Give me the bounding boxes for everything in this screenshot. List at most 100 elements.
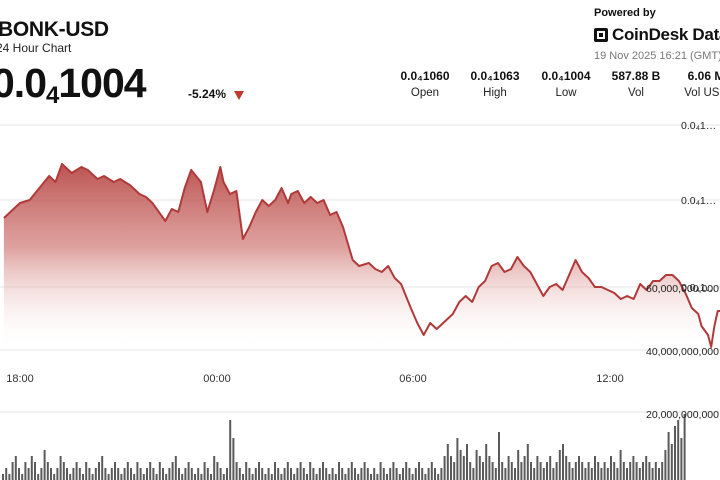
volume-bar [597, 462, 600, 480]
price-area [3, 164, 720, 350]
volume-bar [344, 474, 347, 480]
powered-by-label: Powered by [594, 7, 656, 19]
price-axis-label: 0.0₄1… [681, 120, 716, 132]
volume-bar [283, 468, 286, 480]
price-line [3, 163, 720, 348]
stat-label: Open [410, 87, 440, 99]
volume-bar [610, 456, 612, 480]
volume-bar [133, 474, 136, 480]
volume-bar [37, 474, 40, 480]
volume-bar [453, 462, 456, 480]
volume-bar [254, 468, 257, 480]
volume-bar [280, 474, 283, 480]
price-axis-label: 0.0₄1… [681, 195, 716, 207]
volume-bar [206, 468, 209, 480]
stat-low: 0.0₄1004 Low [531, 69, 601, 99]
volume-bar [402, 468, 404, 480]
volume-bar [94, 468, 97, 480]
volume-bar [162, 468, 164, 480]
volume-bar [24, 462, 27, 480]
volume-bar [197, 468, 200, 480]
volume-bar [629, 462, 632, 480]
stat-high: 0.0₄1063 High [460, 69, 530, 99]
volume-bar [558, 450, 561, 480]
volume-bar [494, 468, 497, 480]
volume-bar [110, 468, 113, 480]
volume-bar [139, 468, 142, 480]
volume-bar [331, 468, 334, 480]
volume-bar [315, 474, 318, 480]
volume-bar [69, 474, 72, 480]
volume-bar [418, 462, 420, 480]
volume-bar [578, 456, 580, 480]
volume-bar [389, 468, 392, 480]
volume-bar [306, 474, 308, 480]
volume-bar [168, 468, 171, 480]
volume-bar [267, 468, 270, 480]
volume-bar [430, 462, 433, 480]
volume-bar [85, 462, 88, 480]
volume-bar [440, 468, 443, 480]
volume-bar [376, 474, 379, 480]
volume-bar [203, 462, 206, 480]
volume-bar [219, 468, 222, 480]
volume-bar [274, 462, 276, 480]
volume-bar [632, 456, 635, 480]
volume-bar [213, 456, 216, 480]
volume-bar [443, 456, 446, 480]
volume-bar [117, 468, 120, 480]
volume-bar [226, 468, 228, 480]
volume-bar [325, 468, 328, 480]
volume-bar [309, 462, 312, 480]
volume-bar [571, 468, 574, 480]
volume-bar [459, 450, 462, 480]
volume-bar [427, 468, 430, 480]
volume-bar [40, 468, 43, 480]
volume-bar [178, 468, 180, 480]
volume-bar [245, 462, 248, 480]
volume-bar [27, 468, 30, 480]
volume-bar [30, 456, 33, 480]
volume-bar [555, 462, 558, 480]
volume-bar [149, 462, 152, 480]
volume-bar [312, 468, 315, 480]
volume-bar [238, 468, 241, 480]
volume-bar [658, 468, 660, 480]
x-tick-label: 06:00 [399, 373, 427, 385]
volume-bar [485, 444, 488, 480]
volume-bar [654, 462, 657, 480]
volume-bar [299, 462, 302, 480]
volume-bar [661, 462, 664, 480]
volume-bar [126, 462, 129, 480]
x-tick-label: 18:00 [6, 373, 34, 385]
stat-label: Low [555, 87, 577, 99]
volume-bar [638, 468, 641, 480]
volume-bar [664, 450, 667, 480]
volume-bar [46, 462, 49, 480]
volume-bar [379, 462, 382, 480]
volume-bar [405, 462, 408, 480]
volume-bar [18, 468, 20, 480]
volume-bar [382, 468, 385, 480]
price-axis-label: 0.0₄1… [681, 282, 716, 294]
volume-bar [626, 468, 628, 480]
volume-bar [395, 468, 398, 480]
volume-bar [450, 456, 452, 480]
volume-bar [347, 468, 350, 480]
volume-bar [277, 468, 280, 480]
stat-value: 0.0₄1060 [400, 69, 450, 83]
volume-bar [190, 468, 193, 480]
volume-bar [568, 462, 571, 480]
volume-bar [478, 456, 481, 480]
volume-bar [398, 474, 401, 480]
timestamp: 19 Nov 2025 16:21 (GMT) [594, 50, 720, 62]
volume-bar [667, 432, 670, 480]
chart-subtitle: 24 Hour Chart [0, 41, 72, 55]
volume-bar [242, 474, 244, 480]
volume-bar [78, 468, 81, 480]
volume-bar [53, 474, 56, 480]
volume-bar [363, 462, 366, 480]
volume-bar [56, 468, 59, 480]
x-tick-label: 12:00 [596, 373, 624, 385]
volume-bar [408, 468, 411, 480]
